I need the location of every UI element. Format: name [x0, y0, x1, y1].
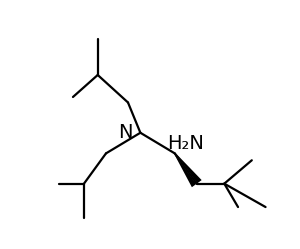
Text: H₂N: H₂N [167, 134, 204, 153]
Text: N: N [118, 123, 133, 142]
Polygon shape [174, 153, 202, 187]
